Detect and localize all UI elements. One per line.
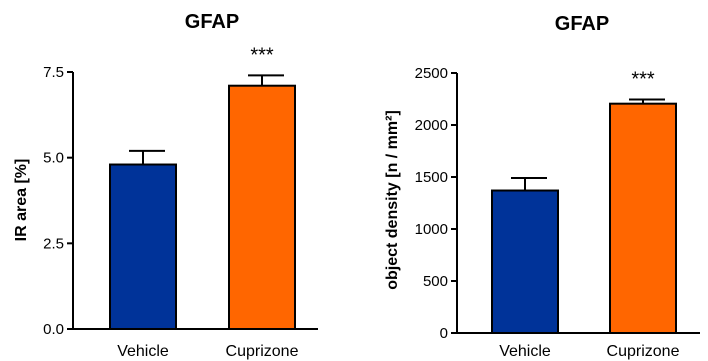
y-axis-label-2: object density [n / mm²] bbox=[384, 110, 401, 290]
bar-cuprizone bbox=[228, 84, 296, 330]
panel-ir-area: GFAP IR area [%] 0.0 2.5 5.0 7.5 Vehicle Cup… bbox=[13, 11, 318, 360]
y-tick-label: 5.0 bbox=[43, 150, 64, 167]
y-tick-label: 0 bbox=[440, 325, 448, 342]
significance-annotation: *** bbox=[631, 69, 655, 91]
y-tick-label: 1000 bbox=[415, 221, 448, 238]
y-tick-label: 2.5 bbox=[43, 235, 64, 252]
x-category-label: Vehicle bbox=[499, 343, 551, 360]
significance-annotation: *** bbox=[250, 44, 274, 66]
bar-vehicle bbox=[109, 163, 177, 330]
bar-vehicle bbox=[491, 189, 559, 334]
y-tick-label: 500 bbox=[423, 273, 448, 290]
x-category-label: Cuprizone bbox=[607, 343, 680, 360]
y-tick-label: 0.0 bbox=[43, 321, 64, 338]
y-tick-label: 1500 bbox=[415, 169, 448, 186]
y-axis-label-1: IR area [%] bbox=[13, 159, 30, 242]
x-category-label: Cuprizone bbox=[226, 343, 299, 360]
y-tick-label: 2000 bbox=[415, 117, 448, 134]
bar-cuprizone bbox=[609, 102, 677, 335]
panel-object-density: GFAP object density [n / mm²] 0 500 1000 15… bbox=[384, 13, 700, 360]
y-tick-label: 2500 bbox=[415, 65, 448, 82]
chart-title-2: GFAP bbox=[555, 13, 609, 35]
y-tick-label: 7.5 bbox=[43, 64, 64, 81]
x-category-label: Vehicle bbox=[117, 343, 169, 360]
chart-title-1: GFAP bbox=[185, 11, 239, 33]
